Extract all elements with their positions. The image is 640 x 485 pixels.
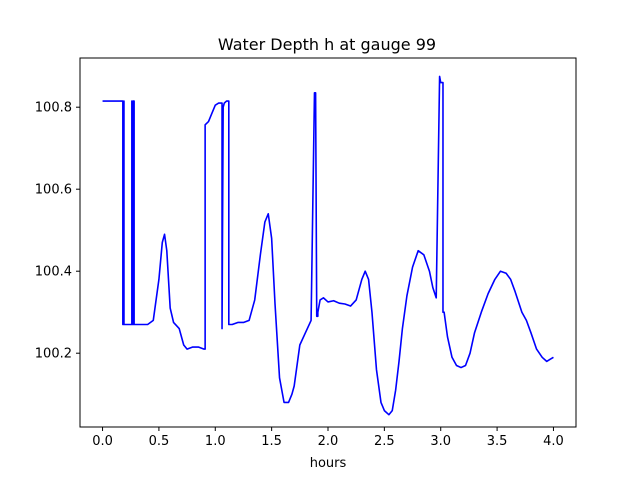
y-tick-label: 100.6 xyxy=(35,183,72,198)
x-tick-label: 4.0 xyxy=(543,434,564,449)
x-axis-label: hours xyxy=(310,456,347,471)
x-tick-label: 1.5 xyxy=(261,434,282,449)
x-tick-label: 0.0 xyxy=(92,434,113,449)
plot-area xyxy=(102,75,554,416)
y-axis: 100.2 100.4 100.6 100.8 xyxy=(35,101,80,362)
x-tick-label: 0.5 xyxy=(149,434,170,449)
x-axis: 0.0 0.5 1.0 1.5 2.0 2.5 3.0 3.5 4.0 xyxy=(92,427,564,449)
y-tick-label: 100.2 xyxy=(35,347,72,362)
series-line-0 xyxy=(102,75,554,416)
x-tick-label: 3.0 xyxy=(430,434,451,449)
y-tick-label: 100.4 xyxy=(35,265,72,280)
x-tick-label: 2.5 xyxy=(374,434,395,449)
axes-frame xyxy=(79,57,577,428)
x-tick-label: 2.0 xyxy=(318,434,339,449)
y-tick-label: 100.8 xyxy=(35,101,72,116)
x-tick-label: 1.0 xyxy=(205,434,226,449)
chart-title: Water Depth h at gauge 99 xyxy=(218,35,436,54)
x-tick-label: 3.5 xyxy=(487,434,508,449)
